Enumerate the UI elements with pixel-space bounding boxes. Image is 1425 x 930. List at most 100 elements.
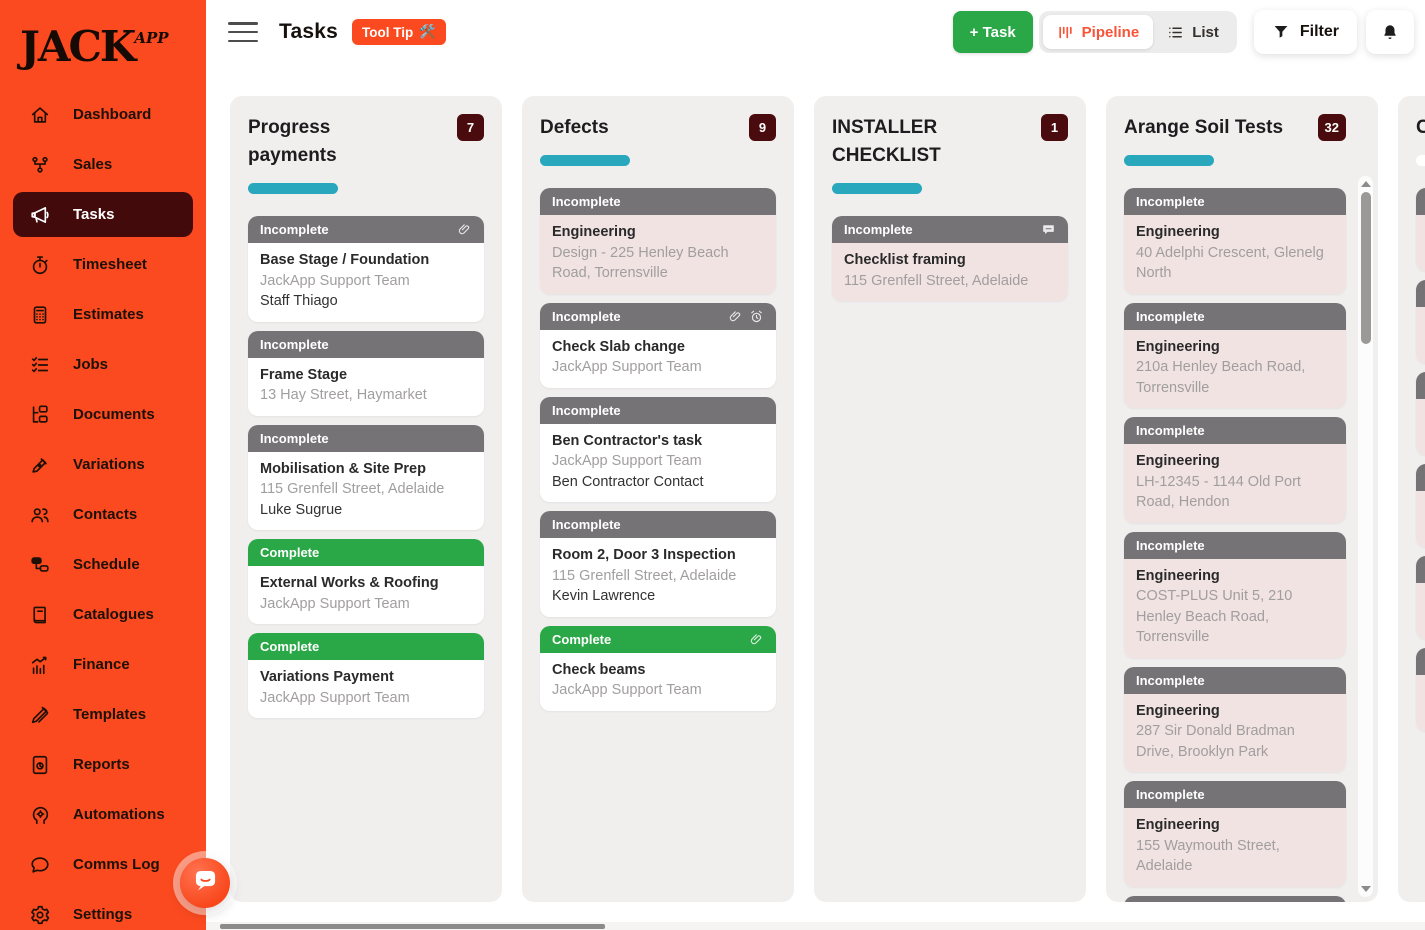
sidebar-item-sales[interactable]: Sales	[13, 142, 193, 187]
sidebar-item-estimates[interactable]: Estimates	[13, 292, 193, 337]
sidebar-item-documents[interactable]: Documents	[13, 392, 193, 437]
task-card[interactable]: Incomplete Engineering COST-PLUS Unit 5, …	[1124, 531, 1346, 658]
card-detail: 210a Henley Beach Road, Torrensville	[1136, 359, 1306, 396]
card-detail: Design - 225 Henley Beach Road, Torrensv…	[552, 244, 729, 282]
task-card[interactable]	[1416, 188, 1425, 271]
card-detail: 115 Grenfell Street, Adelaide	[552, 567, 737, 584]
task-card[interactable]: Incomplete Engineering 287 Sir Donald Bra…	[1124, 666, 1346, 772]
chat-bubble-smile-icon	[192, 867, 219, 899]
view-toggle: Pipeline List	[1038, 11, 1237, 53]
sidebar-item-finance[interactable]: Finance	[13, 642, 193, 687]
hamburger-menu-icon[interactable]	[228, 22, 258, 42]
sidebar-item-label: Automations	[73, 806, 165, 823]
task-card[interactable]: Incomplete Engineering 210a Henley Beach …	[1124, 302, 1346, 408]
sidebar-item-variations[interactable]: Variations	[13, 442, 193, 487]
column-count-badge: 9	[749, 114, 776, 141]
chat-launcher-button[interactable]	[180, 858, 230, 908]
card-detail: Kevin Lawrence	[552, 588, 656, 604]
task-card[interactable]	[1416, 372, 1425, 455]
task-card[interactable]: Incomplete Check Slab change JackApp Supp…	[540, 302, 776, 388]
list-icon	[1167, 24, 1184, 41]
task-card[interactable]: Incomplete Checklist framing 115 Grenfell…	[832, 216, 1068, 301]
sidebar-item-reports[interactable]: Reports	[13, 742, 193, 787]
task-card[interactable]: Complete External Works & Roofing JackApp…	[248, 539, 484, 624]
task-card[interactable]	[1416, 280, 1425, 363]
sidebar-item-schedule[interactable]: Schedule	[13, 542, 193, 587]
board-column: C	[1398, 96, 1425, 902]
sidebar-item-label: Finance	[73, 656, 130, 673]
card-status-label: Incomplete	[1136, 537, 1205, 553]
task-card[interactable]	[1416, 556, 1425, 639]
sidebar-item-settings[interactable]: Settings	[13, 892, 193, 930]
list-view-button[interactable]: List	[1153, 15, 1233, 49]
pen-ruler-icon	[29, 704, 51, 726]
task-card[interactable]: Incomplete Frame Stage 13 Hay Street, Hay…	[248, 330, 484, 416]
task-card[interactable]: Incomplete	[1124, 895, 1346, 903]
sidebar-item-templates[interactable]: Templates	[13, 692, 193, 737]
card-detail: JackApp Support Team	[260, 689, 410, 706]
card-detail: COST-PLUS Unit 5, 210 Henley Beach Road,…	[1136, 588, 1293, 645]
sidebar-item-label: Reports	[73, 756, 130, 773]
card-title: Engineering	[1136, 817, 1220, 833]
column-cards: Incomplete Base Stage / Foundation JackAp…	[248, 216, 484, 718]
card-status-label: Incomplete	[1136, 902, 1205, 903]
task-card[interactable]: Complete Variations Payment JackApp Suppo…	[248, 633, 484, 718]
horizontal-scrollbar	[206, 922, 1425, 930]
task-card[interactable]: Incomplete Ben Contractor's task JackApp …	[540, 396, 776, 502]
vertical-scrollbar-thumb[interactable]	[1360, 192, 1371, 344]
workflow-icon	[29, 554, 51, 576]
card-detail: LH-12345 - 1144 Old Port Road, Hendon	[1136, 473, 1301, 511]
sidebar-item-automations[interactable]: Automations	[13, 792, 193, 837]
sidebar-item-contacts[interactable]: Contacts	[13, 492, 193, 537]
card-title: Check Slab change	[552, 338, 685, 355]
add-task-button[interactable]: + Task	[952, 11, 1033, 53]
task-card[interactable]	[1416, 648, 1425, 731]
sidebar-item-catalogues[interactable]: Catalogues	[13, 592, 193, 637]
sidebar-item-tasks[interactable]: Tasks	[13, 192, 193, 237]
card-title: Base Stage / Foundation	[260, 252, 430, 268]
card-status-label: Incomplete	[1136, 672, 1205, 688]
horizontal-scrollbar-thumb[interactable]	[220, 923, 605, 929]
column-vertical-scrollbar	[1358, 176, 1373, 897]
card-detail: JackApp Support Team	[260, 595, 410, 612]
card-title: Engineering	[1136, 453, 1220, 469]
column-title: Progress payments	[248, 117, 337, 166]
sidebar-item-dashboard[interactable]: Dashboard	[13, 92, 193, 137]
sidebar-item-timesheet[interactable]: Timesheet	[13, 242, 193, 287]
scroll-up-arrow-icon[interactable]	[1360, 181, 1371, 187]
report-doc-icon	[29, 754, 51, 776]
card-title: Mobilisation & Site Prep	[260, 460, 426, 477]
task-card[interactable]: Incomplete Engineering Design - 225 Henle…	[540, 188, 776, 294]
task-card[interactable]	[1416, 464, 1425, 547]
task-card[interactable]: Incomplete Engineering 155 Waymouth Stree…	[1124, 781, 1346, 887]
card-status-label: Incomplete	[260, 430, 329, 446]
comment-icon	[1041, 222, 1056, 237]
pen-nib-icon	[29, 454, 51, 476]
tooltip-badge[interactable]: Tool Tip 🛠️	[352, 19, 447, 45]
sidebar-item-jobs[interactable]: Jobs	[13, 342, 193, 387]
filter-button[interactable]: Filter	[1253, 10, 1357, 54]
gear-icon	[29, 904, 51, 926]
sidebar-item-comms-log[interactable]: Comms Log	[13, 842, 193, 887]
card-status-label: Incomplete	[1136, 194, 1205, 209]
scroll-down-arrow-icon[interactable]	[1360, 886, 1371, 892]
card-status-label: Incomplete	[260, 222, 329, 237]
pipeline-view-button[interactable]: Pipeline	[1042, 15, 1154, 49]
task-card[interactable]: Incomplete Engineering LH-12345 - 1144 Ol…	[1124, 417, 1346, 523]
task-card[interactable]: Incomplete Mobilisation & Site Prep 115 G…	[248, 424, 484, 530]
sidebar-item-label: Timesheet	[73, 256, 147, 273]
notifications-button[interactable]	[1366, 10, 1414, 54]
task-card[interactable]: Incomplete Engineering 40 Adelphi Crescen…	[1124, 188, 1346, 294]
task-card[interactable]: Incomplete Base Stage / Foundation JackAp…	[248, 216, 484, 322]
finance-chart-icon	[29, 654, 51, 676]
calculator-icon	[29, 304, 51, 326]
card-detail: 13 Hay Street, Haymarket	[260, 387, 427, 403]
filter-label: Filter	[1299, 23, 1339, 40]
board-column: Progress payments 7 Incomplete Base Stag…	[230, 96, 502, 902]
task-card[interactable]: Incomplete Room 2, Door 3 Inspection 115 …	[540, 511, 776, 617]
column-title: C	[1416, 117, 1425, 138]
task-card[interactable]: Complete Check beams JackApp Support Team	[540, 625, 776, 711]
kanban-board: Progress payments 7 Incomplete Base Stag…	[206, 96, 1425, 902]
checklist-icon	[29, 354, 51, 376]
app-logo[interactable]: JACKAPP	[0, 0, 206, 68]
